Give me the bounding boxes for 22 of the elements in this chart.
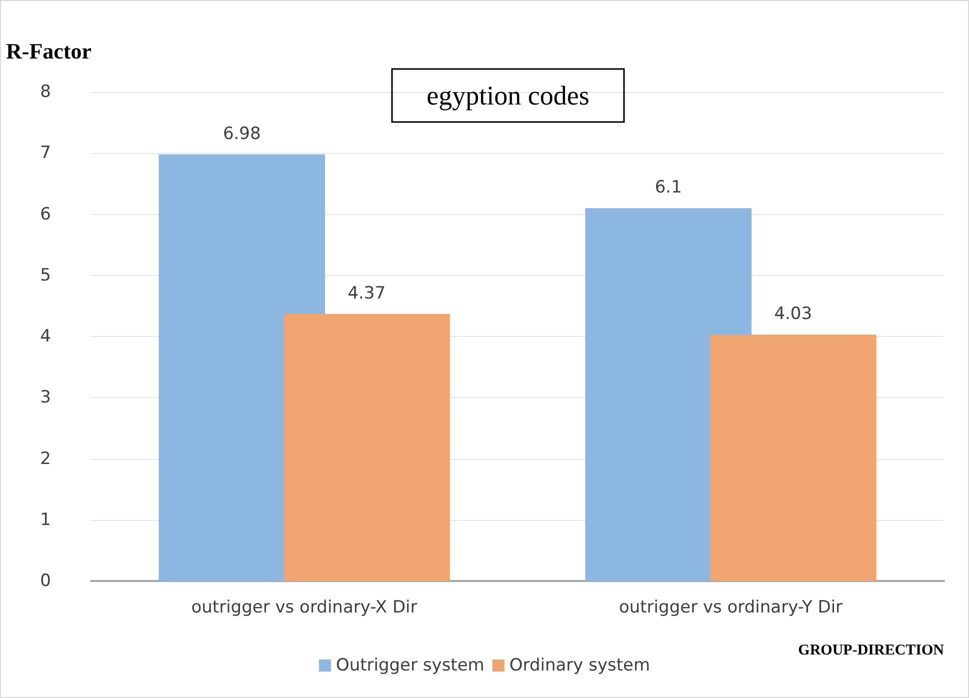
legend-label: Outrigger system: [336, 656, 484, 676]
y-tick-label: 2: [40, 448, 51, 469]
x-tick-label: outrigger vs ordinary-X Dir: [191, 598, 418, 618]
y-tick-label: 4: [40, 326, 51, 346]
bar: [283, 314, 450, 581]
bar: [710, 334, 876, 581]
y-tick-label: 3: [40, 388, 51, 408]
data-label: 4.03: [774, 304, 812, 324]
chart-title: egyption codes: [426, 80, 590, 110]
data-label: 4.37: [348, 283, 386, 304]
y-tick-label: 1: [40, 510, 51, 530]
y-axis-title: R-Factor: [6, 38, 92, 64]
y-tick-label: 7: [40, 143, 51, 164]
data-label: 6.98: [222, 124, 261, 144]
data-label: 6.1: [654, 178, 682, 198]
y-tick-label: 6: [40, 204, 51, 224]
x-tick-label: outrigger vs ordinary-Y Dir: [618, 598, 843, 618]
y-tick-label: 5: [40, 265, 51, 286]
legend-label: Ordinary system: [509, 656, 650, 676]
x-axis-title: GROUP-DIRECTION: [798, 642, 944, 658]
y-tick-label: 0: [40, 571, 51, 591]
y-tick-label: 8: [40, 82, 51, 102]
